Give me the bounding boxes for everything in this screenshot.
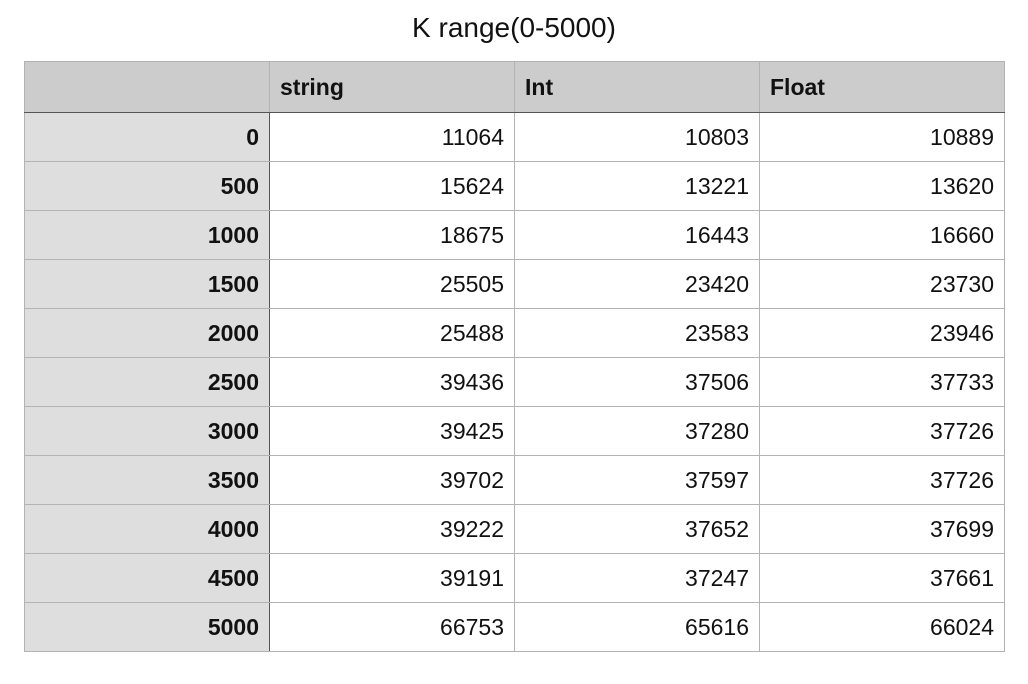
table-cell: 13221	[514, 161, 760, 211]
table-cell: 10803	[514, 112, 760, 162]
table-row: 4500 39191 37247 37661	[24, 553, 1005, 603]
column-header: Int	[514, 61, 760, 113]
row-header: 3000	[24, 406, 270, 456]
table-row: 1500 25505 23420 23730	[24, 259, 1005, 309]
table-cell: 37597	[514, 455, 760, 505]
column-header: Float	[759, 61, 1005, 113]
table-cell: 66753	[269, 602, 515, 652]
row-header: 5000	[24, 602, 270, 652]
table-cell: 39425	[269, 406, 515, 456]
table-cell: 37247	[514, 553, 760, 603]
table-cell: 37661	[759, 553, 1005, 603]
table-row: 2000 25488 23583 23946	[24, 308, 1005, 358]
table-cell: 23583	[514, 308, 760, 358]
table-row: 2500 39436 37506 37733	[24, 357, 1005, 407]
table-row: 500 15624 13221 13620	[24, 161, 1005, 211]
table-cell: 39436	[269, 357, 515, 407]
row-header: 1500	[24, 259, 270, 309]
table-cell: 10889	[759, 112, 1005, 162]
table-cell: 25488	[269, 308, 515, 358]
table-cell: 37280	[514, 406, 760, 456]
table-cell: 37699	[759, 504, 1005, 554]
table-cell: 23420	[514, 259, 760, 309]
table-row: 0 11064 10803 10889	[24, 112, 1005, 162]
table-cell: 16443	[514, 210, 760, 260]
table-cell: 66024	[759, 602, 1005, 652]
table-cell: 18675	[269, 210, 515, 260]
row-header: 2000	[24, 308, 270, 358]
table-cell: 37726	[759, 455, 1005, 505]
data-table: string Int Float 0 11064 10803 10889 500 1562…	[24, 61, 1005, 652]
table-cell: 39702	[269, 455, 515, 505]
row-header: 1000	[24, 210, 270, 260]
table-cell: 65616	[514, 602, 760, 652]
table-cell: 25505	[269, 259, 515, 309]
table-title: K range(0-5000)	[412, 12, 616, 43]
table-cell: 37726	[759, 406, 1005, 456]
table-cell: 23730	[759, 259, 1005, 309]
table-row: 5000 66753 65616 66024	[24, 602, 1005, 652]
table-body: 0 11064 10803 10889 500 15624 13221 13620 1000 18…	[24, 112, 1005, 652]
table-row: 4000 39222 37652 37699	[24, 504, 1005, 554]
corner-cell	[24, 61, 270, 113]
header-row: string Int Float	[24, 61, 1005, 113]
table-cell: 15624	[269, 161, 515, 211]
table-cell: 23946	[759, 308, 1005, 358]
table-cell: 16660	[759, 210, 1005, 260]
table-cell: 13620	[759, 161, 1005, 211]
row-header: 500	[24, 161, 270, 211]
row-header: 4000	[24, 504, 270, 554]
row-header: 0	[24, 112, 270, 162]
column-header: string	[269, 61, 515, 113]
row-header: 4500	[24, 553, 270, 603]
table-row: 3000 39425 37280 37726	[24, 406, 1005, 456]
table-row: 3500 39702 37597 37726	[24, 455, 1005, 505]
table-cell: 37506	[514, 357, 760, 407]
table-cell: 37733	[759, 357, 1005, 407]
table-cell: 11064	[269, 112, 515, 162]
table-row: 1000 18675 16443 16660	[24, 210, 1005, 260]
row-header: 2500	[24, 357, 270, 407]
table-cell: 37652	[514, 504, 760, 554]
table-cell: 39191	[269, 553, 515, 603]
table-cell: 39222	[269, 504, 515, 554]
row-header: 3500	[24, 455, 270, 505]
